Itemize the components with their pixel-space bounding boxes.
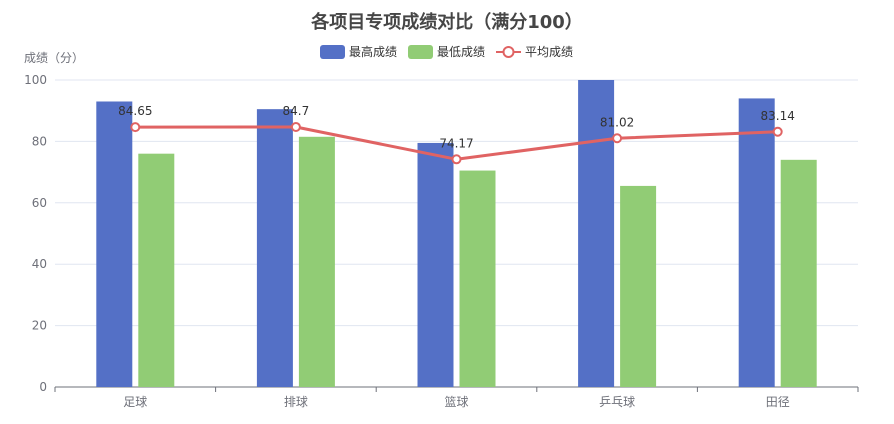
avg-point[interactable] xyxy=(290,121,301,132)
y-tick-label: 20 xyxy=(32,319,47,333)
avg-data-label: 83.14 xyxy=(761,109,795,123)
bar-max[interactable] xyxy=(96,101,133,388)
x-tick-label: 篮球 xyxy=(444,394,468,409)
legend-item-avg[interactable]: 平均成绩 xyxy=(496,45,573,59)
y-tick-label: 100 xyxy=(24,73,47,87)
avg-line xyxy=(130,121,783,165)
y-tick-label: 40 xyxy=(32,257,47,271)
bar-max[interactable] xyxy=(738,98,775,388)
avg-point[interactable] xyxy=(130,122,141,133)
avg-point[interactable] xyxy=(612,133,623,144)
bar-max[interactable] xyxy=(256,109,293,387)
legend-label-max: 最高成绩 xyxy=(349,44,397,59)
bar-max[interactable] xyxy=(578,80,615,387)
axes: 0 20 40 60 80 100 足球 排球 篮球 乒乓球 田径 xyxy=(24,73,859,409)
y-axis-title: 成绩（分） xyxy=(24,51,84,65)
legend-marker-avg xyxy=(502,46,515,58)
legend-item-max[interactable]: 最高成绩 xyxy=(320,44,397,59)
bars xyxy=(96,80,817,388)
avg-data-label: 81.02 xyxy=(600,115,634,129)
y-tick-label: 0 xyxy=(39,380,47,394)
x-tick-label: 乒乓球 xyxy=(599,395,635,409)
legend-swatch-max xyxy=(320,45,345,59)
avg-point[interactable] xyxy=(772,126,783,137)
avg-data-label: 84.7 xyxy=(283,104,310,118)
legend-swatch-min xyxy=(408,45,433,59)
y-tick-label: 60 xyxy=(32,196,47,210)
x-tick-label: 排球 xyxy=(284,395,308,409)
legend-label-avg: 平均成绩 xyxy=(525,45,573,59)
chart-title: 各项目专项成绩对比（满分100） xyxy=(310,11,583,33)
avg-data-label: 74.17 xyxy=(439,136,473,150)
bar-min[interactable] xyxy=(459,170,496,387)
bar-min[interactable] xyxy=(780,159,817,387)
avg-data-label: 84.65 xyxy=(118,104,152,118)
bar-min[interactable] xyxy=(298,136,335,387)
bar-min[interactable] xyxy=(620,185,657,387)
legend: 最高成绩 最低成绩 平均成绩 xyxy=(320,44,573,59)
data-labels: 84.65 84.7 74.17 81.02 83.14 xyxy=(118,104,795,150)
y-tick-label: 80 xyxy=(32,134,47,148)
bar-min[interactable] xyxy=(138,153,175,387)
x-tick-label: 足球 xyxy=(123,395,147,409)
bar-max[interactable] xyxy=(417,142,454,387)
legend-item-min[interactable]: 最低成绩 xyxy=(408,45,485,59)
legend-label-min: 最低成绩 xyxy=(437,45,485,59)
avg-point[interactable] xyxy=(451,154,462,165)
x-tick-label: 田径 xyxy=(766,395,790,409)
grid xyxy=(55,79,858,327)
